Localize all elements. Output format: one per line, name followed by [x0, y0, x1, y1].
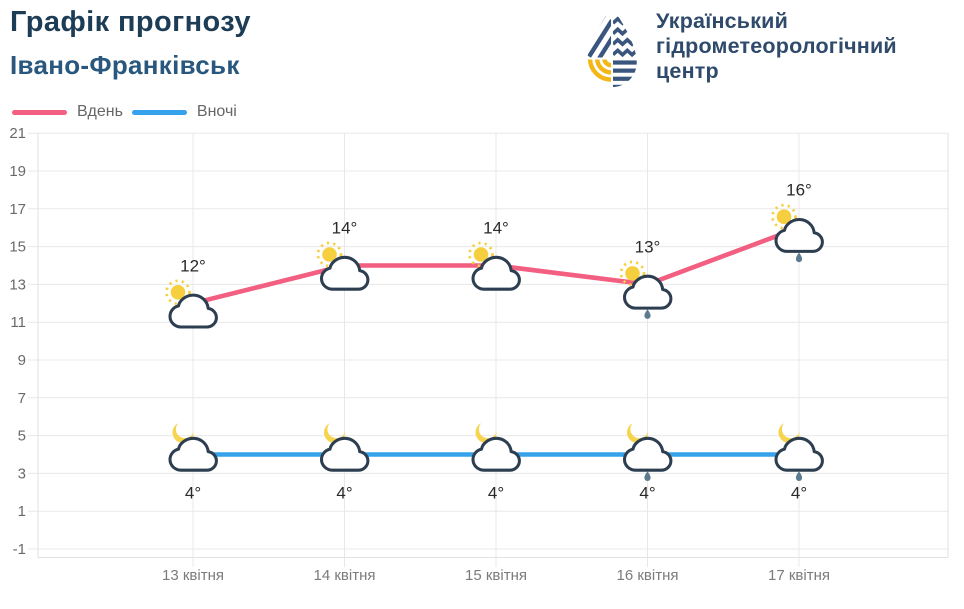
point-label: 16°	[786, 181, 812, 200]
sun-cloud-icon	[316, 241, 370, 291]
y-axis-tick: 11	[10, 314, 26, 331]
y-axis-tick: -1	[13, 541, 26, 558]
moon-cloud-rain-icon	[622, 423, 673, 481]
sun-cloud-rain-icon	[619, 260, 673, 319]
y-axis-tick: 13	[9, 276, 26, 293]
x-axis-label: 17 квітня	[768, 567, 830, 584]
logo-text-line-1: Український	[656, 9, 789, 33]
moon-cloud-icon	[168, 423, 218, 472]
page-subtitle: Івано-Франківськ	[10, 50, 240, 80]
y-axis-tick: 19	[9, 163, 26, 180]
legend-swatch-night	[131, 109, 187, 115]
y-axis-tick: 15	[9, 239, 26, 256]
logo-text: Український гідрометеорологічний центр	[656, 9, 897, 84]
sun-cloud-icon	[165, 279, 218, 329]
uhmc-logo-drop-icon	[587, 7, 637, 88]
y-axis-tick: 17	[9, 201, 26, 218]
sun-cloud-icon	[468, 241, 521, 291]
x-axis-label: 15 квітня	[465, 567, 527, 584]
legend-swatch-day	[12, 109, 67, 115]
x-axis-label: 13 квітня	[162, 567, 224, 584]
moon-cloud-icon	[471, 423, 521, 472]
point-label: 4°	[185, 484, 201, 503]
x-axis-label: 16 квітня	[617, 567, 679, 584]
legend-item-night[interactable]: Вночі	[131, 103, 237, 121]
y-axis-tick: 7	[18, 390, 26, 407]
moon-cloud-rain-icon	[774, 423, 824, 481]
moon-cloud-icon	[319, 423, 370, 472]
point-label: 14°	[483, 219, 509, 238]
point-label: 4°	[488, 484, 504, 503]
point-label: 12°	[180, 256, 206, 275]
point-label: 4°	[791, 484, 807, 503]
point-label: 4°	[336, 484, 352, 503]
y-axis-tick: 21	[9, 125, 26, 142]
chart-legend: Вдень Вночі	[12, 103, 237, 121]
legend-label-night: Вночі	[196, 103, 237, 120]
point-label: 13°	[635, 237, 661, 256]
uhmc-logo: Український гідрометеорологічний центр	[583, 5, 897, 91]
point-label: 4°	[639, 484, 655, 503]
y-axis-tick: 9	[18, 352, 26, 369]
logo-text-line-3: центр	[656, 59, 719, 83]
page-title: Графік прогнозу	[10, 6, 251, 38]
y-axis-tick: 5	[18, 428, 26, 445]
legend-item-day[interactable]: Вдень	[12, 103, 123, 121]
y-axis-tick: 1	[18, 503, 26, 520]
x-axis-label: 14 квітня	[314, 567, 376, 584]
logo-text-line-2: гідрометеорологічний	[656, 34, 897, 58]
legend-label-day: Вдень	[77, 103, 123, 120]
point-label: 14°	[332, 219, 358, 238]
sun-cloud-rain-icon	[771, 203, 824, 263]
y-axis-tick: 3	[18, 465, 26, 482]
